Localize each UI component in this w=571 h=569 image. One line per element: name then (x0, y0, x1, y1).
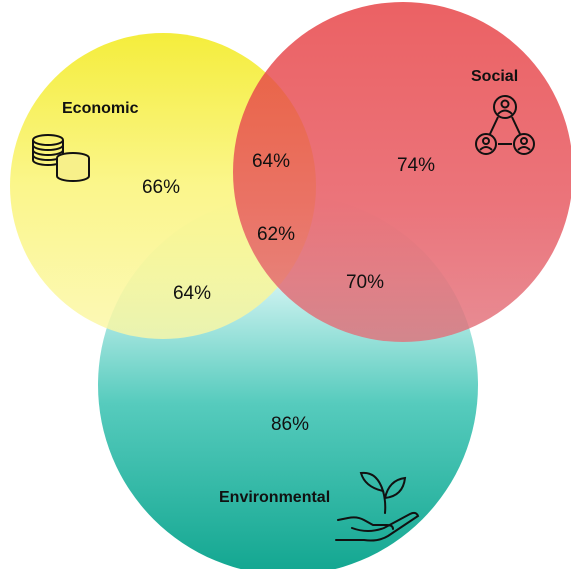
environmental-value: 86% (271, 414, 309, 435)
social-label: Social (471, 68, 518, 85)
people-network-icon (475, 95, 535, 155)
coins-icon (32, 134, 90, 182)
economic-circle (10, 33, 316, 339)
economic-environmental-value: 64% (173, 283, 211, 304)
social-environmental-value: 70% (346, 272, 384, 293)
plant-in-hand-icon (335, 471, 420, 542)
economic-label: Economic (62, 100, 139, 117)
economic-value: 66% (142, 177, 180, 198)
environmental-label: Environmental (219, 489, 330, 506)
social-value: 74% (397, 155, 435, 176)
economic-social-value: 64% (252, 151, 290, 172)
all-three-value: 62% (257, 224, 295, 245)
social-circle (233, 2, 571, 342)
